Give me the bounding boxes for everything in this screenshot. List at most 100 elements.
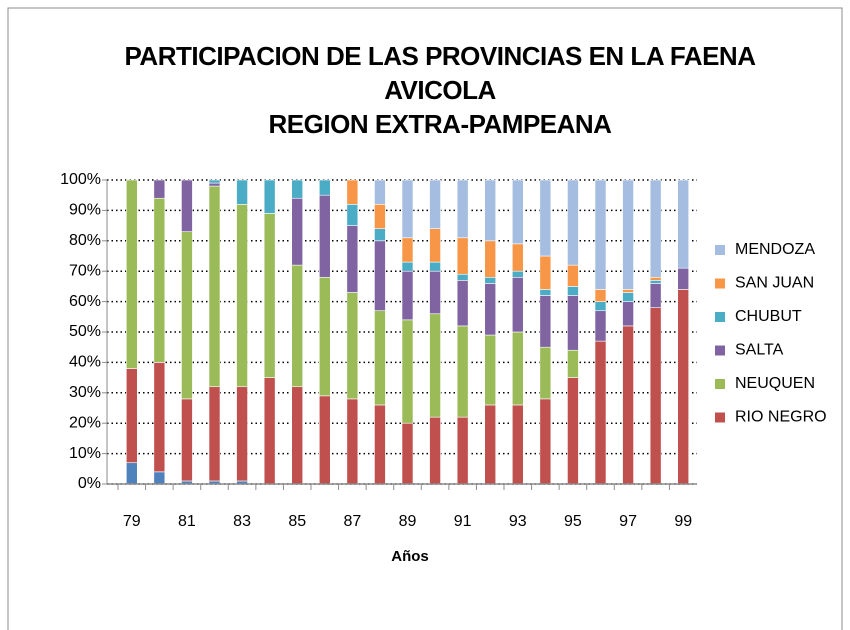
bar-segment <box>539 346 552 400</box>
legend-label: RIO NEGRO <box>735 409 827 426</box>
bar-segment <box>622 179 634 290</box>
y-tick-label: 30% <box>69 384 101 401</box>
chart-title: REGION EXTRA-PAMPEANA <box>269 109 613 139</box>
y-tick-label: 90% <box>69 202 101 219</box>
bar-segment <box>374 404 386 485</box>
bar-segment <box>539 255 552 290</box>
bar-segment <box>318 276 331 397</box>
bar-segment <box>677 289 690 485</box>
y-tick-label: 50% <box>69 323 101 340</box>
bar-segment <box>429 313 441 418</box>
bar-segment <box>594 301 607 312</box>
legend-label: CHUBUT <box>735 308 802 325</box>
bar-segment <box>291 386 304 485</box>
bar-segment <box>263 377 276 485</box>
bar-segment <box>594 340 607 485</box>
bar-segment <box>318 194 331 278</box>
bar-segment <box>484 404 497 485</box>
y-tick-label: 60% <box>69 293 101 310</box>
bar-segment <box>153 471 166 485</box>
bar-segment <box>567 286 579 296</box>
bar-segment <box>511 179 524 245</box>
bar-segment <box>181 179 193 232</box>
bar-segment <box>539 179 552 257</box>
bar-segment <box>594 310 607 342</box>
bar-segment <box>511 404 524 485</box>
bar-segment <box>539 289 552 296</box>
bar-segment <box>622 289 634 293</box>
bar-segment <box>567 349 579 378</box>
bar-segment <box>429 270 441 315</box>
chart-frame <box>7 7 843 630</box>
bar-segment <box>594 289 607 302</box>
x-tick-label: 87 <box>343 513 361 530</box>
bar-segment <box>263 179 276 214</box>
bar-segment <box>677 267 690 290</box>
legend-label: NEUQUEN <box>735 375 815 392</box>
bar-segment <box>539 295 552 348</box>
bar-segment <box>374 204 386 229</box>
bar-segment <box>401 319 414 424</box>
bar-segment <box>153 197 166 363</box>
y-tick-label: 70% <box>69 262 101 279</box>
bar-segment <box>346 179 359 205</box>
bar-segment <box>456 237 469 275</box>
bar-segment <box>125 179 138 369</box>
bar-segment <box>677 179 690 269</box>
bar-segment <box>236 179 248 205</box>
legend-swatch <box>715 312 725 322</box>
bar-segment <box>456 179 469 239</box>
bar-segment <box>429 416 441 485</box>
legend-label: MENDOZA <box>735 241 815 258</box>
bar-segment <box>429 179 441 229</box>
y-tick-label: 100% <box>60 171 101 188</box>
bar-segment <box>291 179 304 199</box>
bar-segment <box>567 377 579 485</box>
bar-segment <box>456 273 469 281</box>
bar-segment <box>374 240 386 312</box>
bar-segment <box>346 225 359 293</box>
bar-segment <box>181 231 193 400</box>
bar-segment <box>484 334 497 406</box>
bar-segment <box>153 179 166 199</box>
bar-segment <box>456 280 469 327</box>
legend-label: SAN JUAN <box>735 275 814 292</box>
bar-segment <box>429 228 441 263</box>
bar-segment <box>291 264 304 388</box>
bar-segment <box>511 243 524 272</box>
y-tick-label: 0% <box>78 475 101 492</box>
bar-segment <box>594 179 607 290</box>
y-tick-label: 20% <box>69 414 101 431</box>
x-tick-label: 95 <box>564 513 582 530</box>
bar-segment <box>539 398 552 485</box>
x-axis-label: Años <box>391 548 429 565</box>
bar-segment <box>346 398 359 485</box>
bar-segment <box>208 185 221 388</box>
bar-segment <box>346 292 359 400</box>
bar-segment <box>622 325 634 485</box>
bar-segment <box>401 237 414 263</box>
bar-segment <box>401 422 414 485</box>
bar-segment <box>649 280 662 284</box>
bar-segment <box>263 213 276 378</box>
bar-segment <box>401 270 414 321</box>
bar-segment <box>153 362 166 473</box>
x-tick-label: 79 <box>123 513 141 530</box>
bar-segment <box>236 204 248 388</box>
bar-segment <box>125 368 138 464</box>
legend-swatch <box>715 379 725 389</box>
bar-segment <box>484 179 497 242</box>
x-tick-label: 99 <box>674 513 692 530</box>
chart-title: PARTICIPACION DE LAS PROVINCIAS EN LA FA… <box>125 41 757 71</box>
bar-segment <box>511 276 524 333</box>
bar-segment <box>429 261 441 272</box>
legend-swatch <box>715 278 725 289</box>
bar-segment <box>208 179 221 184</box>
bar-segment <box>236 386 248 482</box>
bar-segment <box>374 179 386 205</box>
bar-segment <box>622 292 634 302</box>
bar-segment <box>511 270 524 278</box>
bar-segment <box>401 261 414 272</box>
bar-segment <box>456 416 469 485</box>
